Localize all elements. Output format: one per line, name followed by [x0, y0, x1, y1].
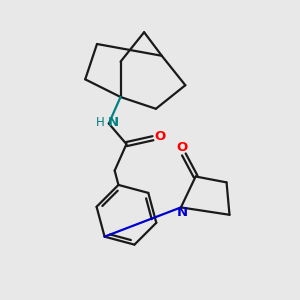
Text: N: N: [108, 116, 119, 129]
Text: O: O: [155, 130, 166, 143]
Text: H: H: [96, 116, 105, 129]
Text: N: N: [177, 206, 188, 219]
Text: O: O: [177, 141, 188, 154]
